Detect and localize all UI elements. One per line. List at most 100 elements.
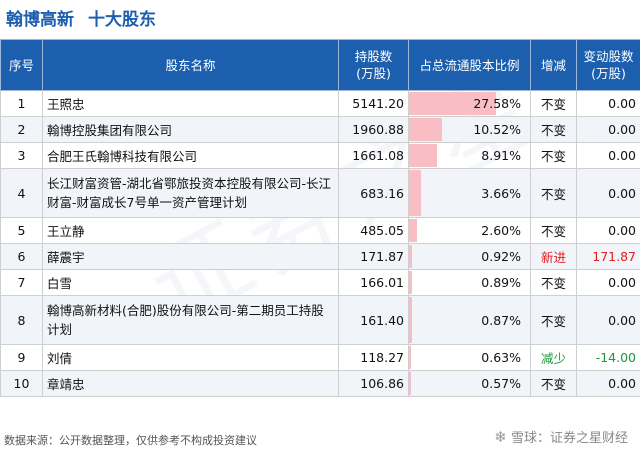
ratio-bar — [409, 92, 497, 115]
row-index: 6 — [0, 243, 43, 270]
ratio-cell: 8.91% — [408, 142, 531, 169]
holder-name: 长江财富资管-湖北省鄂旅投资本控股有限公司-长江财富-财富成长7号单一资产管理计… — [42, 168, 339, 218]
row-index: 4 — [0, 168, 43, 218]
ratio-value: 0.87% — [481, 312, 521, 328]
header-holder-name: 股东名称 — [42, 39, 339, 91]
shares-value: 485.05 — [338, 217, 409, 244]
holder-name: 章靖忠 — [42, 370, 339, 397]
ratio-bar — [409, 219, 418, 242]
ratio-cell: 0.57% — [408, 370, 531, 397]
header-index: 序号 — [0, 39, 43, 91]
ratio-cell: 2.60% — [408, 217, 531, 244]
row-index: 9 — [0, 344, 43, 371]
table-row: 6 薛震宇 171.87 0.92% 新进 171.87 — [0, 243, 640, 270]
change-status: 减少 — [530, 344, 577, 371]
table-row: 3 合肥王氏翰博科技有限公司 1661.08 8.91% 不变 0.00 — [0, 142, 640, 169]
delta-value: 0.00 — [576, 168, 640, 218]
ratio-cell: 3.66% — [408, 168, 531, 218]
delta-value: 0.00 — [576, 269, 640, 296]
table-row: 9 刘倩 118.27 0.63% 减少 -14.00 — [0, 344, 640, 371]
ratio-bar — [409, 346, 411, 369]
table-row: 1 王照忠 5141.20 27.58% 不变 0.00 — [0, 90, 640, 117]
table-header-row: 序号 股东名称 持股数 (万股) 占总流通股本比例 增减 变动股数 (万股) — [0, 39, 640, 91]
holder-name: 翰博高新材料(合肥)股份有限公司-第二期员工持股计划 — [42, 295, 339, 345]
shares-value: 5141.20 — [338, 90, 409, 117]
shares-value: 118.27 — [338, 344, 409, 371]
change-status: 不变 — [530, 269, 577, 296]
change-status: 不变 — [530, 370, 577, 397]
ratio-cell: 0.63% — [408, 344, 531, 371]
table-body: 1 王照忠 5141.20 27.58% 不变 0.00 2 翰博控股集团有限公司 1960.8… — [0, 90, 640, 397]
ratio-bar — [409, 245, 412, 268]
ratio-bar — [409, 372, 411, 395]
shares-value: 161.40 — [338, 295, 409, 345]
change-status: 不变 — [530, 142, 577, 169]
shares-value: 1661.08 — [338, 142, 409, 169]
header-delta: 变动股数 (万股) — [576, 39, 640, 91]
ratio-value: 0.89% — [481, 275, 521, 290]
row-index: 8 — [0, 295, 43, 345]
table-row: 10 章靖忠 106.86 0.57% 不变 0.00 — [0, 370, 640, 397]
ratio-cell: 10.52% — [408, 116, 531, 143]
delta-value: 0.00 — [576, 217, 640, 244]
row-index: 3 — [0, 142, 43, 169]
table-row: 4 长江财富资管-湖北省鄂旅投资本控股有限公司-长江财富-财富成长7号单一资产管理… — [0, 168, 640, 218]
change-status: 不变 — [530, 168, 577, 218]
top-ten-holders-table: 序号 股东名称 持股数 (万股) 占总流通股本比例 增减 变动股数 (万股) 1… — [0, 39, 640, 397]
delta-value: 171.87 — [576, 243, 640, 270]
change-status: 不变 — [530, 116, 577, 143]
holder-name: 白雪 — [42, 269, 339, 296]
ratio-value: 8.91% — [481, 148, 521, 163]
ratio-value: 10.52% — [473, 122, 521, 137]
ratio-bar — [409, 297, 412, 343]
ratio-bar — [409, 170, 421, 216]
ratio-value: 0.63% — [481, 350, 521, 365]
holder-name: 薛震宇 — [42, 243, 339, 270]
company-name: 翰博高新 — [6, 9, 74, 30]
brand-text: 雪球：证券之星财经 — [510, 431, 628, 446]
ratio-value: 3.66% — [481, 185, 521, 201]
snowball-icon: ❄ — [494, 427, 507, 446]
holder-name: 刘倩 — [42, 344, 339, 371]
table-row: 5 王立静 485.05 2.60% 不变 0.00 — [0, 217, 640, 244]
holder-name: 王立静 — [42, 217, 339, 244]
delta-value: 0.00 — [576, 116, 640, 143]
ratio-value: 2.60% — [481, 223, 521, 238]
brand-mark: ❄ 雪球：证券之星财经 — [494, 427, 628, 447]
ratio-bar — [409, 118, 443, 141]
change-status: 不变 — [530, 90, 577, 117]
ratio-value: 0.92% — [481, 249, 521, 264]
row-index: 10 — [0, 370, 43, 397]
ratio-value: 0.57% — [481, 376, 521, 391]
ratio-bar — [409, 271, 412, 294]
holder-name: 合肥王氏翰博科技有限公司 — [42, 142, 339, 169]
change-status: 不变 — [530, 217, 577, 244]
delta-value: -14.00 — [576, 344, 640, 371]
delta-value: 0.00 — [576, 370, 640, 397]
data-source-note: 数据来源：公开数据整理，仅供参考不构成投资建议 — [4, 434, 257, 447]
ratio-cell: 27.58% — [408, 90, 531, 117]
shares-value: 166.01 — [338, 269, 409, 296]
header-ratio: 占总流通股本比例 — [408, 39, 531, 91]
shares-value: 1960.88 — [338, 116, 409, 143]
header-shares: 持股数 (万股) — [338, 39, 409, 91]
row-index: 1 — [0, 90, 43, 117]
delta-value: 0.00 — [576, 90, 640, 117]
change-status: 新进 — [530, 243, 577, 270]
row-index: 5 — [0, 217, 43, 244]
page-subtitle: 十大股东 — [88, 9, 156, 30]
header-change: 增减 — [530, 39, 577, 91]
delta-value: 0.00 — [576, 295, 640, 345]
table-row: 2 翰博控股集团有限公司 1960.88 10.52% 不变 0.00 — [0, 116, 640, 143]
delta-value: 0.00 — [576, 142, 640, 169]
change-status: 不变 — [530, 295, 577, 345]
shares-value: 683.16 — [338, 168, 409, 218]
shares-value: 171.87 — [338, 243, 409, 270]
table-row: 8 翰博高新材料(合肥)股份有限公司-第二期员工持股计划 161.40 0.87% 不变… — [0, 295, 640, 345]
holder-name: 王照忠 — [42, 90, 339, 117]
shares-value: 106.86 — [338, 370, 409, 397]
ratio-cell: 0.87% — [408, 295, 531, 345]
page-title: 翰博高新 十大股东 — [6, 4, 156, 30]
row-index: 2 — [0, 116, 43, 143]
ratio-value: 27.58% — [473, 96, 521, 111]
